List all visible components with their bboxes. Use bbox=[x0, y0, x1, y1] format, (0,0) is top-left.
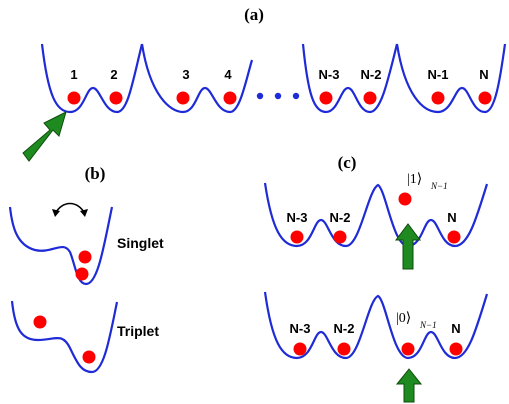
site-label-2: 2 bbox=[110, 67, 117, 82]
excited-particle bbox=[398, 192, 412, 206]
particle bbox=[67, 91, 81, 105]
ket-zero-subscript: N−1 bbox=[419, 320, 437, 330]
particle bbox=[449, 342, 463, 356]
up-arrow-icon bbox=[395, 368, 423, 403]
particle bbox=[293, 342, 307, 356]
triplet-potential bbox=[10, 300, 119, 374]
particle bbox=[82, 350, 96, 364]
ket-one-subscript: N−1 bbox=[430, 181, 448, 191]
particle bbox=[75, 267, 89, 281]
particle bbox=[478, 91, 492, 105]
arrowhead-left bbox=[52, 209, 60, 217]
site-label-n-3: N-3 bbox=[319, 67, 340, 82]
double-well-potential-1 bbox=[40, 43, 144, 114]
top-potential bbox=[263, 182, 489, 248]
bottom-site-label-n: N bbox=[451, 321, 460, 336]
tunneling-curved-arrow-icon bbox=[54, 202, 86, 215]
particle bbox=[176, 91, 190, 105]
particle bbox=[78, 250, 92, 264]
site-label-4: 4 bbox=[224, 67, 232, 82]
site-label-n: N bbox=[479, 67, 488, 82]
top-site-label-n: N bbox=[447, 210, 456, 225]
particle bbox=[363, 91, 377, 105]
particle bbox=[401, 342, 415, 356]
double-well-potential-3 bbox=[301, 43, 399, 114]
double-well-potential-2 bbox=[140, 43, 254, 114]
double-well-potential-4 bbox=[395, 43, 507, 114]
bottom-site-label-n-3: N-3 bbox=[290, 321, 311, 336]
particle bbox=[337, 342, 351, 356]
ket-zero: |0⟩ bbox=[396, 311, 411, 326]
site-label-1: 1 bbox=[70, 67, 77, 82]
panel-b-label: (b) bbox=[85, 164, 106, 183]
particle bbox=[333, 230, 347, 244]
triplet-label: Triplet bbox=[117, 323, 159, 339]
particle bbox=[431, 91, 445, 105]
up-arrow-icon bbox=[395, 223, 421, 270]
particle bbox=[290, 230, 304, 244]
ket-one: |1⟩ bbox=[407, 172, 422, 187]
top-site-label-n-3: N-3 bbox=[287, 210, 308, 225]
particle bbox=[447, 230, 461, 244]
singlet-label: Singlet bbox=[117, 235, 164, 251]
top-site-label-n-2: N-2 bbox=[330, 210, 351, 225]
ellipsis-dots bbox=[256, 92, 300, 100]
particle bbox=[223, 91, 237, 105]
bottom-site-label-n-2: N-2 bbox=[334, 321, 355, 336]
panel-a-label: (a) bbox=[244, 5, 264, 24]
panel-c-label: (c) bbox=[338, 153, 357, 172]
particle bbox=[109, 91, 123, 105]
site-label-n-2: N-2 bbox=[361, 67, 382, 82]
site-label-3: 3 bbox=[182, 67, 189, 82]
site-label-n-1: N-1 bbox=[428, 67, 449, 82]
arrowhead-right bbox=[80, 209, 88, 217]
singlet-potential bbox=[8, 206, 114, 286]
excitation-arrow-icon bbox=[22, 111, 67, 162]
bottom-potential bbox=[263, 291, 489, 360]
particle bbox=[319, 91, 333, 105]
particle bbox=[33, 315, 47, 329]
